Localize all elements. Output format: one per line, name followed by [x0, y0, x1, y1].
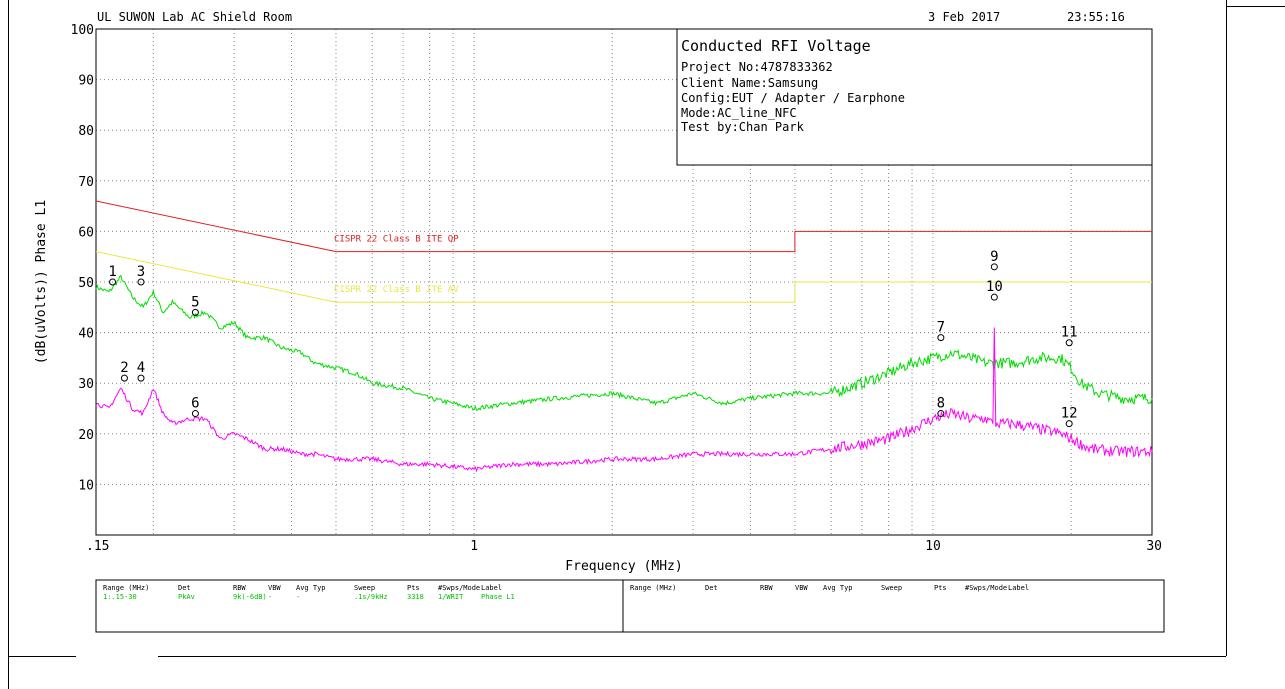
peak-marker-label: 11	[1061, 325, 1078, 341]
peak-marker-label: 3	[137, 264, 145, 280]
table-header: Pts	[407, 584, 420, 592]
y-tick-label: 50	[78, 276, 94, 291]
peak-marker	[990, 263, 998, 271]
y-tick-label: 10	[78, 478, 94, 493]
table-cell: 1:.15-30	[103, 593, 137, 601]
table-header: Det	[178, 584, 191, 592]
peak-marker-label: 7	[937, 320, 945, 336]
peak-marker-label: 10	[986, 279, 1003, 295]
peak-marker	[1065, 339, 1073, 347]
table-cell: 3318	[407, 593, 424, 601]
table-cell: PkAv	[178, 593, 195, 601]
info-project: Project No:4787833362	[681, 60, 833, 74]
lab-name: UL SUWON Lab AC Shield Room	[97, 10, 292, 24]
peak-marker	[120, 374, 128, 382]
y-tick-label: 20	[78, 428, 94, 443]
peak-marker	[137, 374, 145, 382]
test-date: 3 Feb 2017	[928, 10, 1000, 24]
table-header: Sweep	[354, 584, 375, 592]
info-tester: Test by:Chan Park	[681, 120, 805, 134]
table-cell: Phase L1	[481, 593, 515, 601]
measurement-trace	[95, 274, 1153, 412]
limit-line-label: CISPR 22 Class B ITE AV	[334, 285, 459, 295]
frame-top-border	[1226, 6, 1285, 7]
settings-table-content: Range (MHz) Range (MHz) Det Det RBW RBW VBW VBW…	[103, 584, 1029, 601]
table-cell: 9k(-6dB)	[233, 593, 267, 601]
peak-marker-label: 6	[191, 396, 199, 412]
table-header: RBW	[233, 584, 246, 592]
table-header: Sweep	[881, 584, 902, 592]
limit-lines: CISPR 22 Class B ITE QP CISPR 22 Class B …	[95, 200, 1152, 303]
measurement-trace	[95, 327, 1153, 473]
table-header: Label	[481, 584, 502, 592]
peak-marker	[137, 278, 145, 286]
info-config: Config:EUT / Adapter / Earphone	[681, 91, 905, 105]
frame-right-border	[1226, 0, 1227, 656]
x-axis-label: Frequency (MHz)	[565, 559, 682, 574]
measurement-traces	[95, 274, 1153, 473]
x-tick-label: .15	[86, 539, 109, 554]
info-box	[676, 28, 1153, 166]
peak-marker	[191, 308, 199, 316]
limit-line	[95, 200, 1152, 253]
frame-left-border	[8, 0, 9, 689]
table-header: Pts	[934, 584, 947, 592]
axis-ticks: 10 20 30 40 50 60 70 80 90 100 .15 1 10 30	[71, 23, 1162, 554]
limit-line-label: CISPR 22 Class B ITE QP	[334, 235, 459, 245]
table-header: Range (MHz)	[630, 584, 676, 592]
y-tick-label: 40	[78, 327, 94, 342]
x-tick-label: 10	[925, 539, 941, 554]
table-header: Avg Typ	[296, 584, 326, 592]
y-tick-label: 70	[78, 175, 94, 190]
peak-marker-label: 2	[120, 360, 128, 376]
peak-marker-label: 12	[1061, 406, 1078, 422]
x-tick-label: 30	[1146, 539, 1162, 554]
y-tick-label: 30	[78, 377, 94, 392]
table-cell: 1/WRIT	[438, 593, 464, 601]
peak-marker	[191, 410, 199, 418]
peak-marker-label: 1	[108, 264, 116, 280]
frame-bottom-border	[158, 656, 1226, 657]
table-cell: -	[268, 593, 272, 601]
peak-marker	[109, 278, 117, 286]
table-header: Range (MHz)	[103, 584, 149, 592]
x-tick-label: 1	[470, 539, 478, 554]
info-box-title: Conducted RFI Voltage	[681, 37, 871, 55]
info-mode: Mode:AC_line_NFC	[681, 106, 797, 120]
peak-marker	[937, 410, 945, 418]
table-header: VBW	[795, 584, 808, 592]
peak-marker-label: 9	[990, 249, 998, 265]
peak-marker-label: 4	[137, 360, 145, 376]
frame-bottom-border	[8, 656, 76, 657]
y-tick-label: 90	[78, 74, 94, 89]
info-client: Client Name:Samsung	[681, 76, 818, 90]
table-header: Det	[705, 584, 718, 592]
table-header: Avg Typ	[823, 584, 853, 592]
table-header: #Swps/Mode	[438, 584, 480, 592]
y-tick-label: 60	[78, 225, 94, 240]
peak-marker-label: 8	[937, 396, 945, 412]
y-tick-label: 100	[71, 23, 94, 38]
table-cell: .1s/9kHz	[354, 593, 388, 601]
peak-marker	[990, 293, 998, 301]
limit-line	[95, 251, 1152, 303]
table-header: VBW	[268, 584, 281, 592]
peak-marker-label: 5	[191, 294, 199, 310]
settings-table	[95, 579, 1165, 633]
test-time: 23:55:16	[1067, 10, 1125, 24]
peak-marker	[1065, 420, 1073, 428]
table-header: Label	[1008, 584, 1029, 592]
table-header: RBW	[760, 584, 773, 592]
table-cell: -	[296, 593, 300, 601]
peak-marker	[937, 334, 945, 342]
y-axis-label: (dB(uVolts)) Phase L1	[34, 200, 49, 364]
table-header: #Swps/Mode	[965, 584, 1007, 592]
y-tick-label: 80	[78, 124, 94, 139]
